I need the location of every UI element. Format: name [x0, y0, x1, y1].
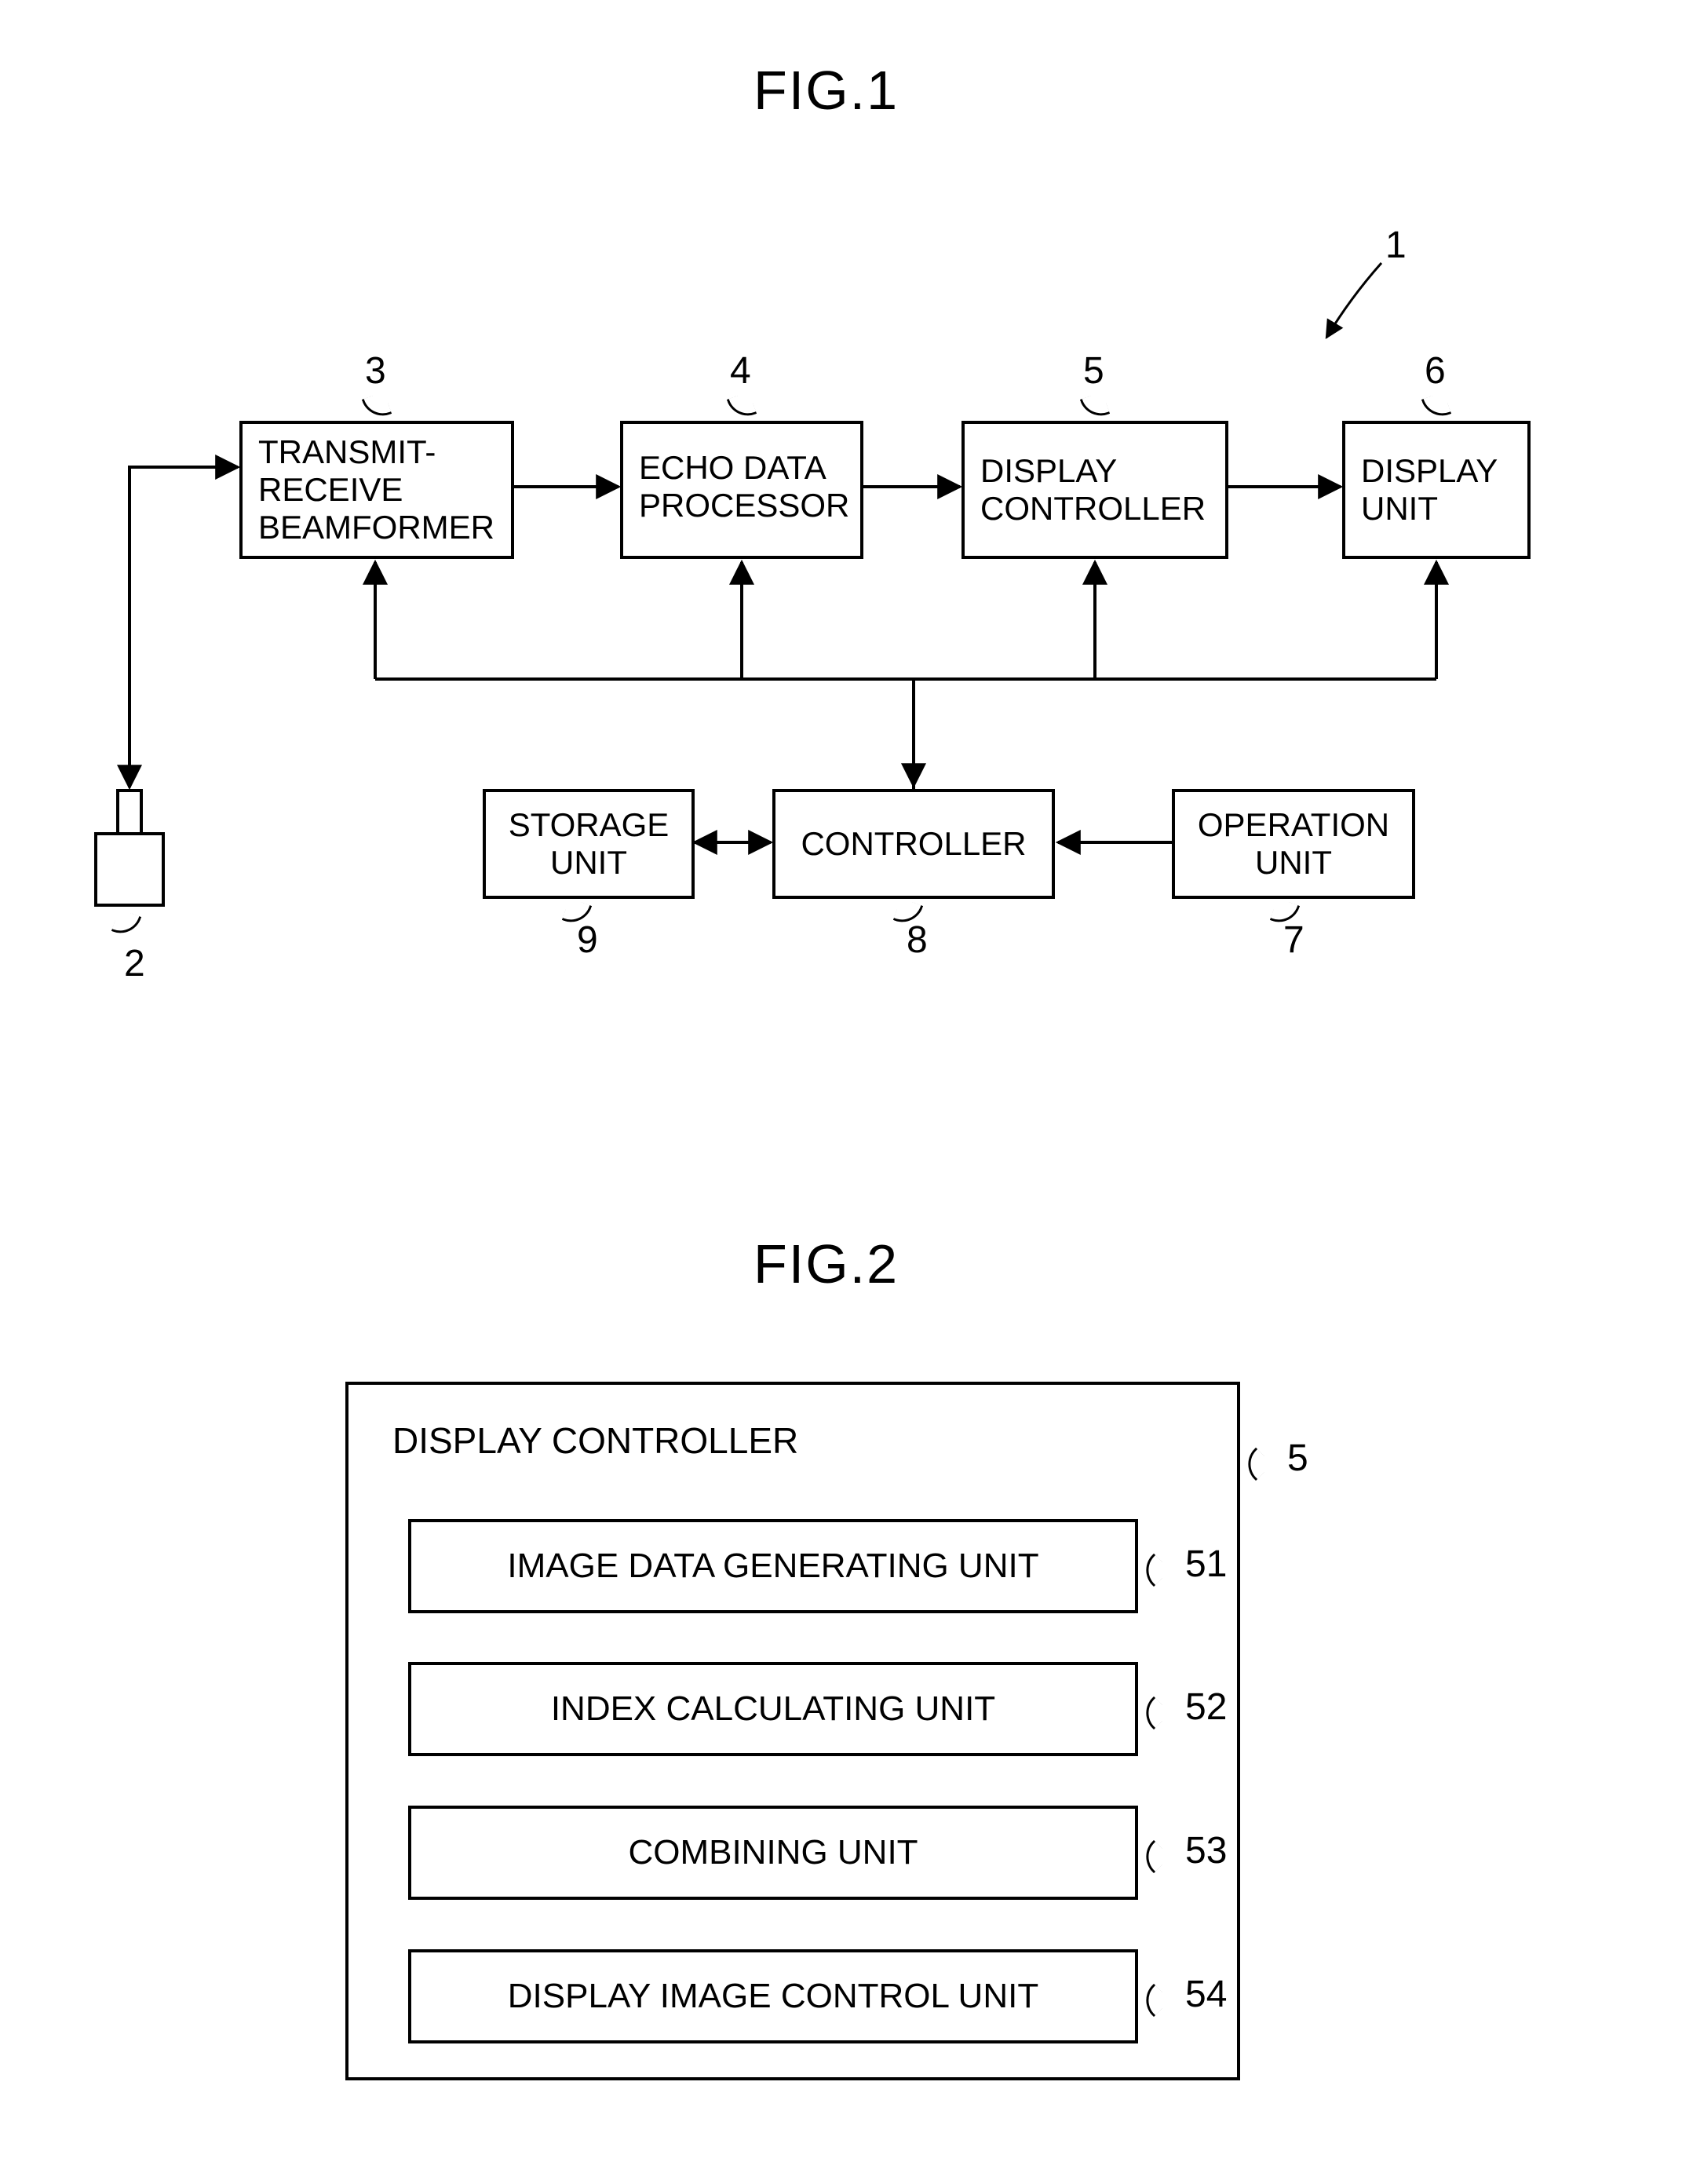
block-echo: ECHO DATAPROCESSOR: [620, 421, 863, 559]
tick-beamformer: [362, 392, 392, 422]
tick-dispctrl: [1080, 392, 1110, 422]
tick-fig2-outer: [1239, 1448, 1272, 1481]
ref-controller: 8: [907, 919, 928, 962]
fig1-system-ref: 1: [1385, 224, 1407, 267]
fig2-item-3-ref: 54: [1185, 1973, 1227, 2016]
fig2-item-1-ref: 52: [1185, 1685, 1227, 1729]
block-operation: OPERATIONUNIT: [1172, 789, 1415, 899]
ref-dispunit: 6: [1425, 349, 1446, 393]
fig2-item-2-ref: 53: [1185, 1829, 1227, 1872]
ref-echo: 4: [730, 349, 751, 393]
ref-storage: 9: [577, 919, 598, 962]
fig2-item-0: IMAGE DATA GENERATING UNIT: [408, 1519, 1138, 1613]
fig2-outer-label: DISPLAY CONTROLLER: [392, 1419, 798, 1462]
fig2-item-3: DISPLAY IMAGE CONTROL UNIT: [408, 1949, 1138, 2043]
fig2-item-2: COMBINING UNIT: [408, 1806, 1138, 1900]
ref-beamformer: 3: [365, 349, 386, 393]
fig1-title: FIG.1: [753, 59, 899, 122]
fig2-item-0-ref: 51: [1185, 1543, 1227, 1586]
tick-dispunit: [1421, 392, 1451, 422]
fig2-outer-ref: 5: [1287, 1437, 1308, 1480]
block-dispunit: DISPLAYUNIT: [1342, 421, 1531, 559]
tick-echo: [727, 392, 757, 422]
block-beamformer: TRANSMIT-RECEIVEBEAMFORMER: [239, 421, 514, 559]
ref-dispctrl: 5: [1083, 349, 1104, 393]
ref-probe: 2: [124, 942, 145, 985]
fig2-title: FIG.2: [753, 1233, 899, 1295]
block-controller: CONTROLLER: [772, 789, 1055, 899]
block-dispctrl: DISPLAYCONTROLLER: [961, 421, 1228, 559]
fig2-item-1: INDEX CALCULATING UNIT: [408, 1662, 1138, 1756]
probe-shape: [94, 789, 165, 930]
block-storage: STORAGEUNIT: [483, 789, 695, 899]
ref-operation: 7: [1283, 919, 1304, 962]
